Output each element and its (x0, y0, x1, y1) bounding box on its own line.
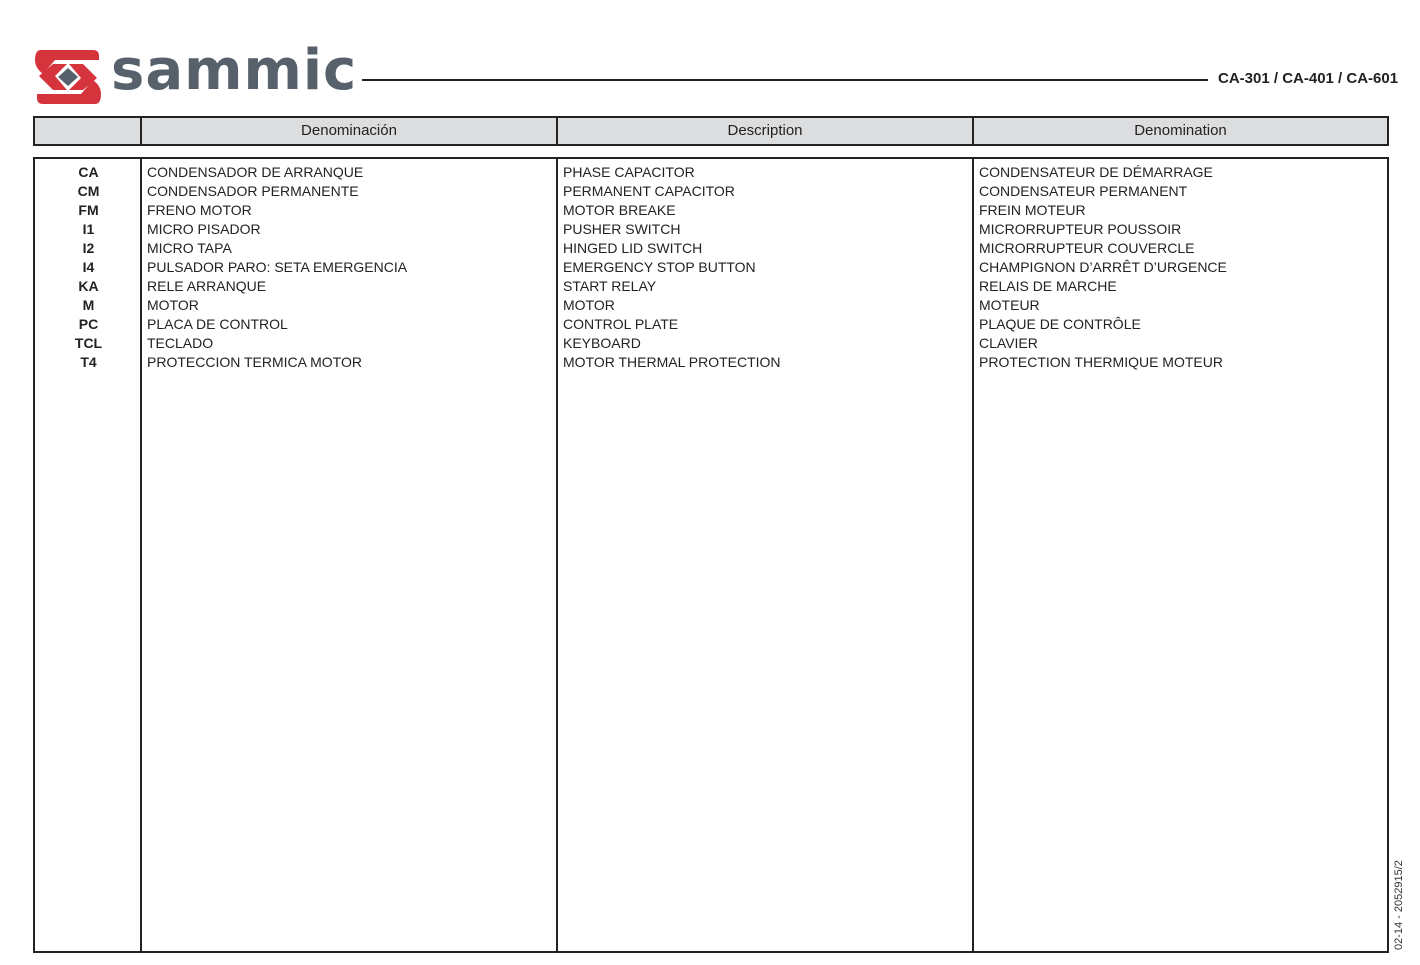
name-fr: CONDENSATEUR DE DÉMARRAGE (979, 164, 1213, 180)
name-es: CONDENSADOR PERMANENTE (147, 183, 359, 199)
name-en: PHASE CAPACITOR (563, 164, 695, 180)
table-row: FM FRENO MOTOR MOTOR BREAKE FREIN MOTEUR (35, 201, 1387, 220)
component-code: PC (78, 316, 99, 332)
table-row: I1 MICRO PISADOR PUSHER SWITCH MICRORRUPTEU… (35, 220, 1387, 239)
name-en: KEYBOARD (563, 335, 641, 351)
column-header-en: Description (727, 122, 803, 139)
divider (972, 118, 974, 144)
component-code: I4 (82, 259, 95, 275)
column-header-fr: Denomination (1134, 122, 1227, 139)
component-code: KA (78, 278, 99, 294)
component-code: I2 (82, 240, 95, 256)
document-reference: 02-14 - 2052915/2 (1393, 860, 1405, 950)
table-row: M MOTOR MOTOR MOTEUR (35, 296, 1387, 315)
name-fr: MICRORRUPTEUR COUVERCLE (979, 240, 1195, 256)
component-code: CA (78, 164, 99, 180)
table-row: CA CONDENSADOR DE ARRANQUE PHASE CAPACITOR… (35, 163, 1387, 182)
name-en: PERMANENT CAPACITOR (563, 183, 735, 199)
table-row: CM CONDENSADOR PERMANENTE PERMANENT CAPACI… (35, 182, 1387, 201)
name-en: START RELAY (563, 278, 657, 294)
divider (140, 159, 142, 951)
name-en: EMERGENCY STOP BUTTON (563, 259, 756, 275)
table-body: CA CONDENSADOR DE ARRANQUE PHASE CAPACITOR… (33, 157, 1389, 953)
name-fr: CHAMPIGNON D’ARRÊT D’URGENCE (979, 259, 1227, 275)
model-title: CA-301 / CA-401 / CA-601 (1218, 70, 1399, 87)
name-es: RELE ARRANQUE (147, 278, 267, 294)
name-fr: MICRORRUPTEUR POUSSOIR (979, 221, 1182, 237)
table-row: PC PLACA DE CONTROL CONTROL PLATE PLAQUE DE… (35, 315, 1387, 334)
name-es: PLACA DE CONTROL (147, 316, 288, 332)
sammic-logo: sammic (33, 40, 356, 108)
name-es: PULSADOR PARO: SETA EMERGENCIA (147, 259, 408, 275)
component-code: CM (77, 183, 100, 199)
component-code: TCL (74, 335, 103, 351)
name-en: HINGED LID SWITCH (563, 240, 703, 256)
name-es: MOTOR (147, 297, 199, 313)
table-row: I2 MICRO TAPA HINGED LID SWITCH MICRORRUPTE… (35, 239, 1387, 258)
divider (556, 159, 558, 951)
divider (140, 118, 142, 144)
name-fr: RELAIS DE MARCHE (979, 278, 1117, 294)
name-es: TECLADO (147, 335, 214, 351)
name-es: MICRO PISADOR (147, 221, 261, 237)
table-header: Denominación Description Denomination (33, 116, 1389, 146)
name-en: MOTOR (563, 297, 615, 313)
name-es: PROTECCION TERMICA MOTOR (147, 354, 362, 370)
name-en: PUSHER SWITCH (563, 221, 681, 237)
name-fr: CLAVIER (979, 335, 1038, 351)
name-es: MICRO TAPA (147, 240, 232, 256)
divider (972, 159, 974, 951)
name-fr: CONDENSATEUR PERMANENT (979, 183, 1188, 199)
name-fr: PROTECTION THERMIQUE MOTEUR (979, 354, 1223, 370)
table-row: KA RELE ARRANQUE START RELAY RELAIS DE MARC… (35, 277, 1387, 296)
table-row: T4 PROTECCION TERMICA MOTOR MOTOR THERMAL … (35, 353, 1387, 372)
name-es: FRENO MOTOR (147, 202, 252, 218)
name-fr: PLAQUE DE CONTRÔLE (979, 316, 1141, 332)
name-en: MOTOR THERMAL PROTECTION (563, 354, 781, 370)
component-code: M (82, 297, 95, 313)
divider (556, 118, 558, 144)
sammic-logo-icon (35, 50, 101, 104)
component-code: FM (78, 202, 99, 218)
name-en: CONTROL PLATE (563, 316, 679, 332)
name-es: CONDENSADOR DE ARRANQUE (147, 164, 364, 180)
name-fr: FREIN MOTEUR (979, 202, 1086, 218)
column-header-es: Denominación (301, 122, 397, 139)
name-fr: MOTEUR (979, 297, 1040, 313)
component-code: T4 (80, 354, 97, 370)
table-row: TCL TECLADO KEYBOARD CLAVIER (35, 334, 1387, 353)
table-row: I4 PULSADOR PARO: SETA EMERGENCIA EMERGENC… (35, 258, 1387, 277)
header-rule (362, 79, 1208, 81)
component-code: I1 (82, 221, 95, 237)
logo-wordmark: sammic (111, 38, 358, 103)
name-en: MOTOR BREAKE (563, 202, 676, 218)
